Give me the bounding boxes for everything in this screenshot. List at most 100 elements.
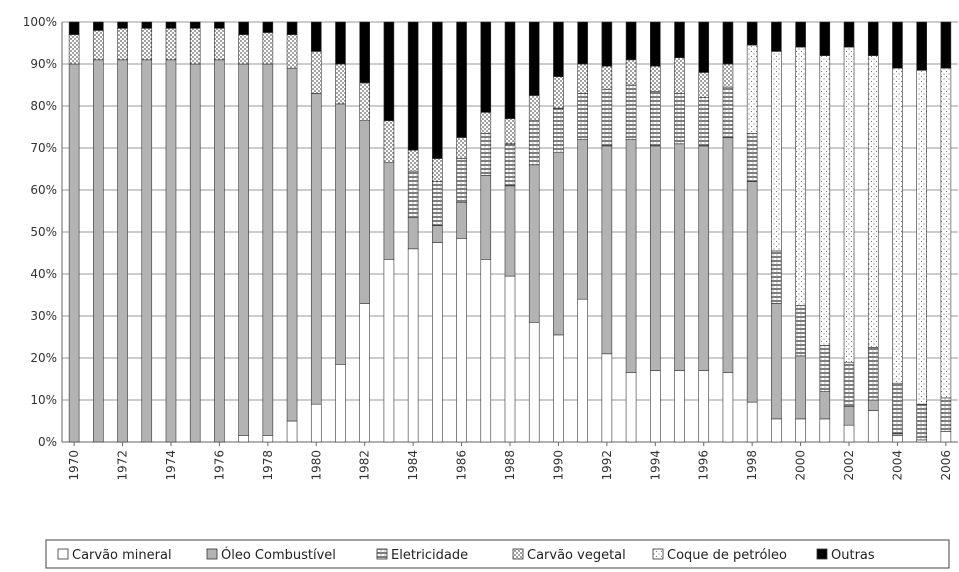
bar-segment-carv-o-vegetal-1979 [286, 34, 298, 69]
bar-segment-outras-1982 [359, 21, 371, 84]
bar-segment-outras-1992 [601, 21, 613, 67]
bar-segment-carv-o-vegetal-1975 [189, 27, 201, 65]
bar-segment-eletricidade-2001 [819, 345, 831, 392]
bar-segment--leo-combust-vel-1990 [553, 151, 564, 336]
bar-segment--leo-combust-vel-1970 [68, 63, 80, 443]
bar-segment-eletricidade-1991 [577, 93, 588, 140]
bar-segment-coque-de-petr-leo-1998 [746, 44, 758, 134]
bar-segment-carv-o-vegetal-1970 [68, 34, 80, 65]
bar-segment-carv-o-mineral-1977 [238, 435, 249, 443]
bar-segment--leo-combust-vel-2001 [819, 391, 831, 420]
bar-segment--leo-combust-vel-1972 [117, 59, 128, 443]
bar-segment-outras-1980 [310, 21, 322, 52]
bar-segment-eletricidade-1998 [746, 133, 758, 182]
bar-segment-carv-o-mineral-1995 [674, 370, 685, 443]
y-tick-label: 0% [38, 435, 57, 449]
bar-segment-carv-o-mineral-1994 [649, 370, 661, 443]
bar-segment--leo-combust-vel-1998 [746, 181, 758, 403]
bar-segment-coque-de-petr-leo-2000 [795, 46, 806, 306]
bar-segment-outras-1975 [189, 21, 201, 29]
bar-segment-coque-de-petr-leo-2001 [819, 55, 831, 346]
bar-segment-carv-o-vegetal-1992 [601, 65, 613, 90]
bar-segment-outras-1970 [68, 21, 80, 35]
bar-segment-eletricidade-1984 [407, 170, 419, 218]
y-tick-label: 50% [30, 225, 57, 239]
bar-segment-carv-o-mineral-1998 [746, 401, 758, 443]
bar-segment-outras-2003 [867, 21, 879, 56]
bar-segment-carv-o-vegetal-1981 [335, 63, 346, 105]
x-tick-label: 1970 [67, 450, 81, 481]
bar-segment-carv-o-mineral-1996 [698, 370, 710, 443]
bar-segment-outras-1971 [93, 21, 104, 31]
bar-segment--leo-combust-vel-1973 [141, 59, 153, 443]
bar-segment-carv-o-vegetal-1996 [698, 72, 710, 98]
bar-segment-eletricidade-1995 [674, 93, 685, 145]
bar-segment--leo-combust-vel-1997 [722, 137, 734, 373]
bar-segment-carv-o-vegetal-1987 [480, 112, 492, 134]
bar-segment-outras-1993 [625, 21, 637, 61]
x-tick-label: 1988 [503, 450, 517, 481]
bar-segment--leo-combust-vel-1978 [262, 63, 274, 437]
bar-segment-outras-1974 [165, 21, 177, 29]
bar-segment-outras-1991 [577, 21, 588, 65]
bar-segment-carv-o-mineral-1989 [528, 321, 540, 443]
bar-segment-outras-1985 [432, 21, 443, 159]
bar-segment-eletricidade-2002 [843, 361, 855, 407]
bar-segment-eletricidade-2003 [867, 347, 879, 401]
y-axis-ticks: 0% 10% 20% 30% 40% 50% 60% 70% 80% 90% 100% [23, 15, 57, 449]
bar-segment-eletricidade-2005 [916, 403, 927, 441]
bars [68, 21, 952, 443]
bar-segment--leo-combust-vel-1977 [238, 63, 249, 437]
bar-segment-eletricidade-1996 [698, 97, 710, 147]
bar-segment-carv-o-vegetal-1973 [141, 27, 153, 61]
legend-box [45, 539, 950, 569]
legend-swatch-carv-o-mineral [57, 548, 69, 560]
bar-segment-outras-1977 [238, 21, 249, 35]
bar-segment-carv-o-vegetal-1978 [262, 32, 274, 65]
y-tick-label: 80% [30, 99, 57, 113]
bar-segment--leo-combust-vel-1991 [577, 139, 588, 300]
bar-segment-outras-1983 [383, 21, 395, 121]
bar-segment-carv-o-vegetal-1991 [577, 63, 588, 94]
bar-segment-eletricidade-1989 [528, 120, 540, 166]
bar-segment-outras-1997 [722, 21, 734, 65]
bar-segment--leo-combust-vel-2000 [795, 355, 806, 420]
bar-segment-eletricidade-1992 [601, 88, 613, 147]
bar-segment-carv-o-vegetal-1971 [93, 30, 104, 61]
bar-segment-eletricidade-1997 [722, 86, 734, 138]
bar-segment--leo-combust-vel-1987 [480, 175, 492, 260]
bar-segment-coque-de-petr-leo-1999 [771, 51, 782, 252]
bar-segment--leo-combust-vel-1986 [456, 202, 467, 239]
bar-segment-outras-1979 [286, 21, 298, 35]
bar-segment--leo-combust-vel-1974 [165, 59, 177, 443]
bar-segment-carv-o-mineral-2002 [843, 424, 855, 443]
bar-segment-carv-o-mineral-2003 [867, 410, 879, 443]
bar-segment-outras-2006 [940, 21, 952, 69]
bar-segment-outras-1987 [480, 21, 492, 113]
bar-segment--leo-combust-vel-2003 [867, 399, 879, 411]
bar-segment-outras-2004 [892, 21, 903, 69]
bar-segment-outras-1990 [553, 21, 564, 77]
bar-segment-carv-o-mineral-1982 [359, 303, 371, 443]
bar-segment-outras-2005 [916, 21, 927, 71]
x-tick-label: 1978 [261, 450, 275, 481]
x-tick-label: 1982 [358, 450, 372, 481]
bar-segment-eletricidade-1987 [480, 133, 492, 176]
bar-segment-carv-o-vegetal-1974 [165, 27, 177, 61]
x-tick-label: 1994 [648, 450, 662, 481]
bar-segment-outras-1981 [335, 21, 346, 65]
bar-segment-outras-1984 [407, 21, 419, 151]
bar-segment-eletricidade-1985 [432, 181, 443, 227]
legend-label: Outras [831, 548, 875, 563]
bar-segment-carv-o-mineral-2000 [795, 418, 806, 443]
bar-segment-carv-o-mineral-1993 [625, 372, 637, 443]
bar-segment-outras-1994 [649, 21, 661, 67]
legend-swatch--leo-combust-vel [206, 548, 218, 560]
bar-segment--leo-combust-vel-1979 [286, 67, 298, 422]
bar-segment-carv-o-vegetal-1997 [722, 63, 734, 88]
x-tick-label: 1976 [212, 450, 226, 481]
bar-segment-carv-o-vegetal-1980 [310, 51, 322, 94]
bar-segment-carv-o-mineral-2004 [892, 435, 903, 443]
y-tick-label: 40% [30, 267, 57, 281]
